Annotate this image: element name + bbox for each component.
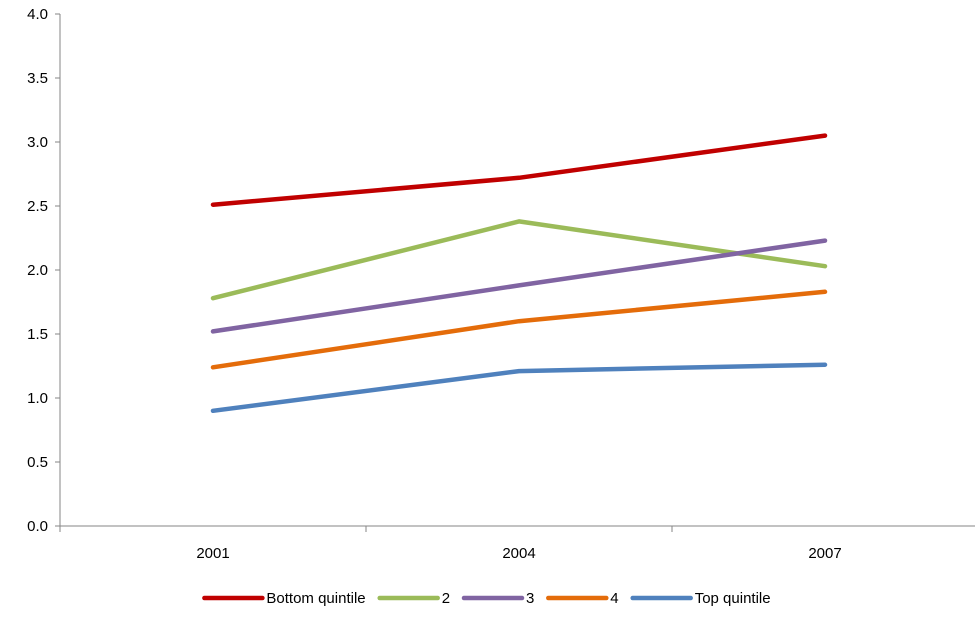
- series-line-1: [210, 133, 828, 207]
- legend-label: 2: [442, 590, 450, 607]
- series-line-5: [210, 362, 828, 414]
- y-tick-label: 1.0: [27, 390, 48, 407]
- x-tick-label: 2001: [196, 545, 229, 562]
- axes: 0.0 0.5 1.0 1.5 2.0 2.5 3.0 3.5 4.0 2001 2004 2007: [27, 6, 975, 562]
- x-tick-label: 2007: [808, 545, 841, 562]
- legend-label: 3: [526, 590, 534, 607]
- x-tick-label: 2004: [502, 545, 535, 562]
- series-line-2: [210, 219, 828, 301]
- y-tick-label: 0.5: [27, 454, 48, 471]
- legend-item: Top quintile: [630, 590, 771, 607]
- legend-item: 2: [377, 590, 450, 607]
- plot-area: [210, 133, 828, 414]
- y-tick-label: 1.5: [27, 326, 48, 343]
- y-tick-label: 2.0: [27, 262, 48, 279]
- legend-label: Bottom quintile: [266, 590, 365, 607]
- legend-item: 4: [546, 590, 619, 607]
- series-line-4: [210, 289, 828, 370]
- y-tick-label: 3.0: [27, 134, 48, 151]
- legend-item: 3: [461, 590, 534, 607]
- y-tick-label: 4.0: [27, 6, 48, 23]
- y-tick-label: 2.5: [27, 198, 48, 215]
- y-tick-label: 3.5: [27, 70, 48, 87]
- y-tick-label: 0.0: [27, 518, 48, 535]
- series-line-3: [210, 238, 828, 334]
- legend-label: 4: [610, 590, 618, 607]
- legend: Bottom quintile 2 3 4 Top quintile: [202, 590, 771, 607]
- legend-item: Bottom quintile: [202, 590, 366, 607]
- legend-label: Top quintile: [695, 590, 771, 607]
